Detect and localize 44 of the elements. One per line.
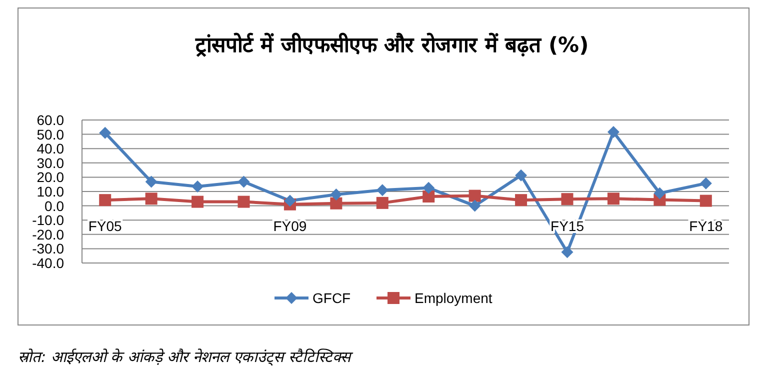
point bbox=[99, 126, 112, 139]
x-tick-label: FY09 bbox=[273, 218, 307, 234]
y-tick-label: -40.0 bbox=[32, 255, 64, 271]
point bbox=[330, 197, 342, 210]
point bbox=[607, 192, 620, 205]
x-tick-label: FY18 bbox=[689, 218, 723, 234]
point bbox=[99, 194, 112, 206]
y-tick-label: 10.0 bbox=[36, 184, 64, 200]
point bbox=[284, 194, 296, 207]
text: स्रोत: आईएलओ के आंकड़े और नेशनल एकाउंट्स स्टैटिस्टिक्स bbox=[18, 348, 354, 366]
y-tick-label: 30.0 bbox=[36, 154, 64, 171]
x-tick-label: FY05 bbox=[88, 218, 122, 234]
point bbox=[561, 246, 574, 258]
point bbox=[376, 184, 388, 196]
y-tick-label: 60.0 bbox=[36, 112, 64, 128]
y-tick-label: 0.0 bbox=[44, 198, 64, 214]
y-tick-label: -20.0 bbox=[32, 226, 64, 242]
point bbox=[192, 196, 204, 208]
y-tick-label: 40.0 bbox=[36, 140, 64, 157]
point bbox=[376, 196, 388, 209]
y-tick-label: 20.0 bbox=[36, 169, 64, 186]
point bbox=[700, 194, 712, 207]
point bbox=[515, 169, 528, 182]
point bbox=[422, 182, 435, 194]
point bbox=[192, 180, 204, 192]
legend-label: Employment bbox=[414, 290, 492, 306]
point bbox=[238, 176, 250, 188]
point bbox=[700, 177, 712, 190]
point bbox=[238, 196, 250, 208]
point bbox=[468, 200, 481, 212]
legend-label: GFCF bbox=[312, 290, 351, 306]
y-tick-label: -10.0 bbox=[32, 212, 64, 228]
point bbox=[468, 190, 481, 202]
y-tick-label: -30.0 bbox=[32, 240, 64, 257]
point bbox=[515, 194, 528, 206]
point bbox=[607, 126, 620, 138]
point bbox=[561, 193, 574, 206]
point bbox=[145, 176, 158, 188]
point bbox=[145, 192, 158, 205]
y-tick-label: 50.0 bbox=[36, 126, 64, 142]
point bbox=[330, 188, 342, 201]
point bbox=[422, 190, 435, 203]
point bbox=[654, 187, 666, 200]
chart-title: ट्रांसपोर्ट में जीएफसीएफ और रोजगार में बढ़त (%) bbox=[194, 32, 589, 57]
